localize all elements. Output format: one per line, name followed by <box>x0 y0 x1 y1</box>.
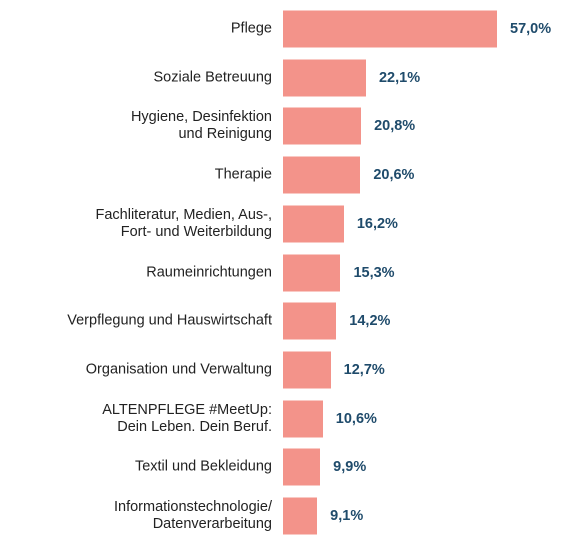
value-label: 14,2% <box>349 313 391 330</box>
bar <box>283 59 366 97</box>
category-label: Organisation und Verwaltung <box>85 361 272 378</box>
category-label: Fachliteratur, Medien, Aus-, Fort- und W… <box>95 206 273 240</box>
category-label: Therapie <box>214 166 272 183</box>
value-label: 20,6% <box>373 167 415 184</box>
bar <box>283 448 321 486</box>
value-label: 15,3% <box>353 264 395 281</box>
category-label: Raumeinrichtungen <box>146 264 272 280</box>
bar <box>283 10 497 48</box>
bar <box>283 205 344 243</box>
value-label: 20,8% <box>374 118 416 135</box>
category-label: Verpflegung und Hauswirtschaft <box>67 312 272 329</box>
bar <box>283 400 323 438</box>
value-label: 10,6% <box>335 410 377 427</box>
value-label: 9,9% <box>333 459 367 476</box>
value-label: 12,7% <box>343 361 385 378</box>
value-label: 16,2% <box>356 215 398 232</box>
category-label: Hygiene, Desinfektion und Reinigung <box>130 109 272 143</box>
bar <box>283 107 362 145</box>
category-label: Textil und Bekleidung <box>134 458 272 475</box>
bar <box>283 156 361 194</box>
value-label: 9,1% <box>330 508 364 524</box>
bar <box>283 302 337 340</box>
value-label: 22,1% <box>378 69 421 86</box>
bar <box>283 254 341 291</box>
bar <box>283 351 331 389</box>
value-label: 57,0% <box>510 21 552 37</box>
category-label: Informationstechnologie/ Datenverarbeitu… <box>114 499 272 532</box>
category-label: Pflege <box>230 20 272 37</box>
category-label: ALTENPFLEGE #MeetUp: Dein Leben. Dein Be… <box>102 401 272 435</box>
category-label: Soziale Betreuung <box>153 69 273 86</box>
bar <box>283 497 318 535</box>
